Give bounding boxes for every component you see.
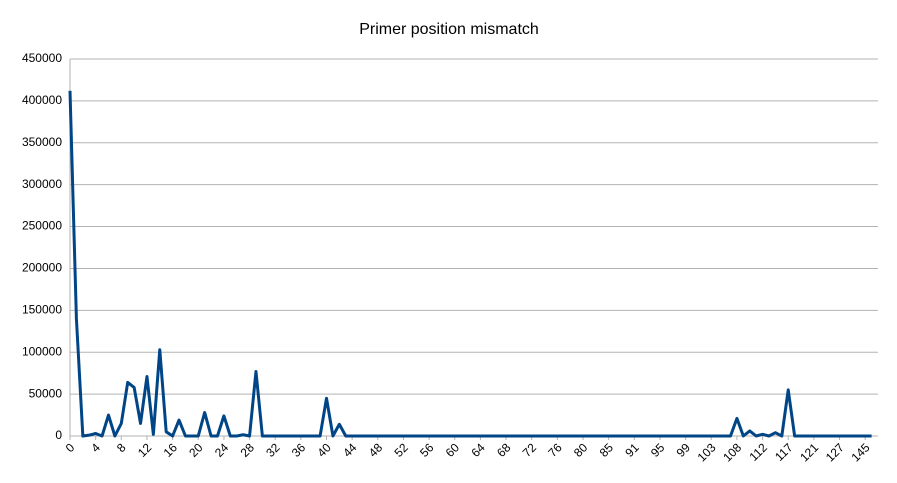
y-tick-label: 150000: [22, 303, 62, 317]
x-tick-label: 60: [443, 440, 463, 460]
x-tick-label: 95: [648, 440, 668, 460]
x-tick-label: 103: [695, 440, 719, 464]
x-tick-label: 40: [315, 440, 335, 460]
x-tick-label: 48: [366, 440, 386, 460]
chart-title: Primer position mismatch: [359, 21, 539, 38]
x-tick-label: 56: [417, 440, 437, 460]
y-tick-label: 350000: [22, 135, 62, 149]
y-tick-label: 100000: [22, 344, 62, 358]
y-tick-label: 0: [55, 428, 62, 442]
x-tick-label: 24: [212, 440, 232, 460]
x-tick-label: 145: [848, 440, 872, 464]
x-tick-label: 99: [674, 440, 694, 460]
x-tick-label: 76: [545, 440, 565, 460]
x-tick-label: 32: [263, 440, 283, 460]
x-tick-label: 72: [520, 440, 540, 460]
x-tick-label: 108: [720, 440, 744, 464]
x-tick-label: 80: [571, 440, 591, 460]
y-tick-label: 450000: [22, 51, 62, 65]
x-tick-label: 36: [289, 440, 309, 460]
x-tick-label: 4: [88, 440, 103, 455]
y-tick-label: 400000: [22, 93, 62, 107]
x-tick-label: 16: [161, 440, 181, 460]
y-tick-label: 200000: [22, 261, 62, 275]
x-tick-label: 12: [135, 440, 155, 460]
x-tick-label: 68: [494, 440, 514, 460]
x-tick-label: 8: [114, 440, 129, 455]
data-line: [68, 90, 872, 438]
x-tick-label: 20: [186, 440, 206, 460]
x-tick-label: 44: [340, 440, 360, 460]
x-tick-label: 28: [238, 440, 258, 460]
x-tick-label: 127: [823, 440, 847, 464]
x-tick-label: 117: [772, 440, 796, 464]
x-tick-label: 52: [391, 440, 411, 460]
x-tick-label: 85: [597, 440, 617, 460]
x-tick-label: 91: [622, 440, 642, 460]
x-tick-label: 64: [468, 440, 488, 460]
x-tick-label: 121: [797, 440, 821, 464]
x-tick-label: 112: [747, 440, 771, 464]
y-tick-label: 250000: [22, 219, 62, 233]
x-tick-label: 0: [63, 440, 78, 455]
y-tick-label: 300000: [22, 177, 62, 191]
y-tick-label: 50000: [29, 386, 63, 400]
